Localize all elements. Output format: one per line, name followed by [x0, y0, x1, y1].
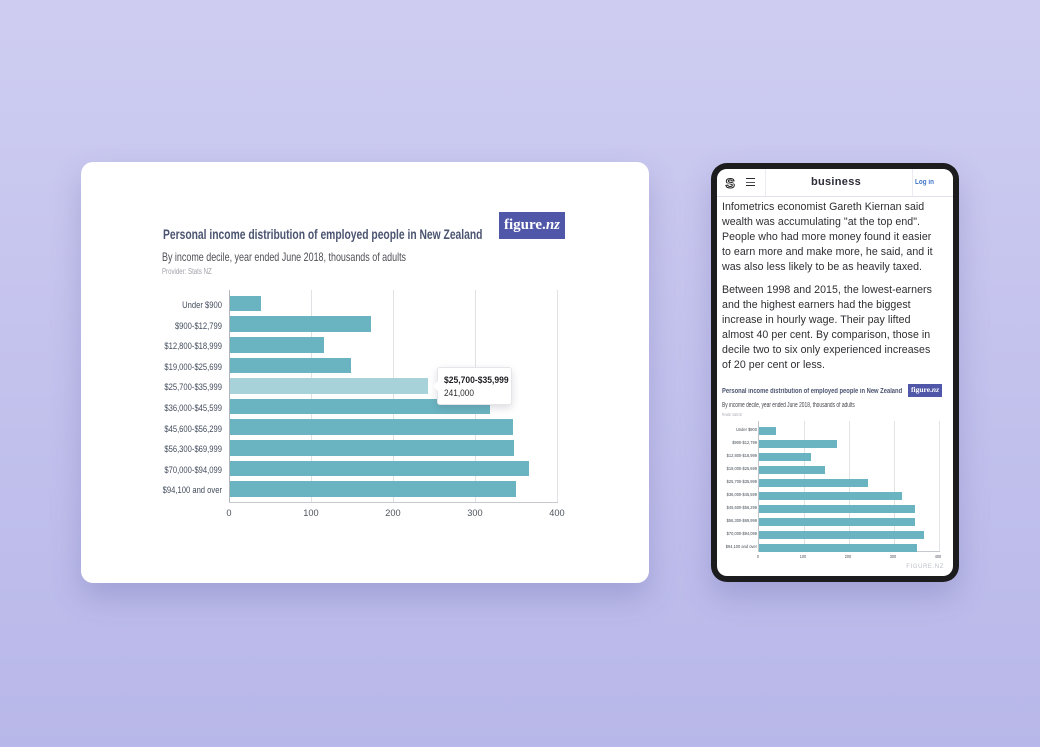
svg-text:S: S	[725, 176, 734, 190]
